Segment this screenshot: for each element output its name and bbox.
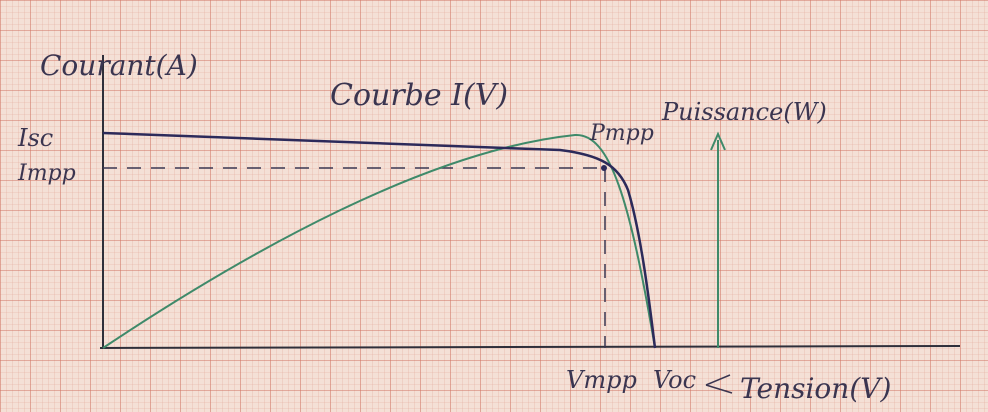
voc-label: Voc bbox=[653, 366, 696, 394]
x-arrow bbox=[705, 374, 733, 394]
x-axis bbox=[99, 345, 961, 349]
iv-curve bbox=[102, 131, 657, 349]
isc-label: Isc bbox=[17, 124, 53, 152]
vmpp-label: Vmpp bbox=[566, 366, 637, 394]
x-axis-label: Tension(V) bbox=[740, 372, 891, 405]
power-axis-label: Puissance(W) bbox=[661, 98, 827, 126]
title: Courbe I(V) bbox=[330, 78, 508, 113]
power-curve bbox=[102, 133, 656, 349]
mpp-point bbox=[601, 165, 607, 171]
impp-label: Impp bbox=[17, 161, 76, 186]
y-axis-label: Courant(A) bbox=[40, 49, 198, 82]
power-arrow bbox=[710, 131, 726, 151]
pmpp-label: Pmpp bbox=[589, 121, 654, 146]
